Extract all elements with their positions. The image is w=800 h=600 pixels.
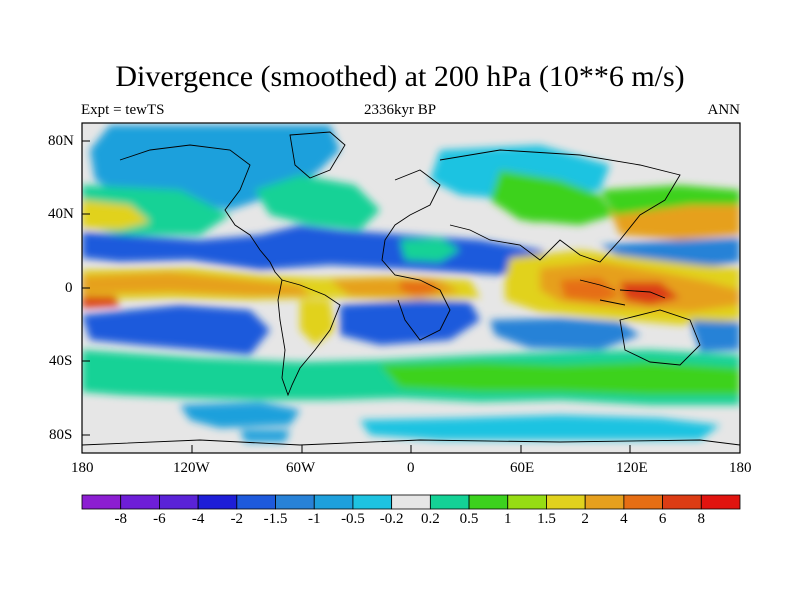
field-itcz-orange [82,272,310,296]
colorbar-swatch [352,494,393,510]
lon-label-120w: 120W [173,460,210,476]
coast-australia [619,309,701,366]
axis-ticks [81,140,741,453]
lon-label-60e: 60E [510,460,535,476]
colorbar-swatch [81,494,122,510]
lon-label-180e: 180 [729,460,752,476]
field-nh-subtropic-blue [82,225,560,275]
coast-antarctica [82,439,740,446]
colorbar-label: -6 [153,511,166,527]
coast-north-america [119,144,283,281]
colorbar-swatch [662,494,702,510]
colorbar-swatch [623,494,663,510]
colorbar-swatch [313,494,354,510]
colorbar-swatch [546,494,586,510]
colorbar-label: -4 [191,511,205,527]
lon-label-180w: 180 [71,460,94,476]
field-antarctic-cyan [180,402,300,428]
field-sh-pac-blue-e [690,320,740,352]
field-w-pac-red [82,296,120,308]
field-ind-green-cell [520,195,600,222]
lon-label-120e: 120E [616,460,648,476]
coastlines [82,131,740,446]
colorbar-label: 4 [620,511,628,527]
experiment-label: Expt = tewTS [81,102,165,118]
colorbar-label: -1 [307,511,321,527]
colorbar-swatch [584,494,625,510]
colorbar-swatch [120,494,160,510]
season-label: ANN [707,102,741,118]
colorbar-swatch [236,494,276,510]
colorbar-label: 1 [504,511,512,527]
time-label: 2336kyr BP [363,102,437,118]
colorbar-label: 1.5 [537,511,556,527]
colorbar-label: 2 [581,511,589,527]
lon-label-0: 0 [407,460,415,476]
colorbar-swatch [275,494,315,510]
lat-label-0: 0 [65,280,73,296]
field-sh-subtropic-blue [82,305,270,355]
colorbar-label: -2 [230,511,244,527]
field-s-america-green [300,300,335,345]
field-antarctic-cyan-w [240,430,290,442]
field-sh-green-inner [380,362,740,395]
coast-europe-africa [381,169,451,341]
lon-label-60w: 60W [286,460,316,476]
lat-label-40s: 40S [49,353,73,369]
colorbar-swatch [197,494,238,510]
coast-greenland [289,131,346,179]
field-n-yellow-wpac [600,185,740,215]
field-itcz-red-africa [400,280,440,296]
field-africa-green [400,238,460,262]
lat-label-80n: 80N [48,133,74,149]
colorbar-label: -1.5 [263,511,288,527]
colorbar-label: -0.2 [379,511,404,527]
colorbar-swatch [700,494,741,510]
colorbar-swatch [507,494,547,510]
colorbar [81,494,741,510]
field-wp-warm-pool-red [560,278,620,302]
field-antarctic-cyan-e [360,415,720,440]
colorbar-label: -8 [114,511,127,527]
coast-asia [439,149,681,263]
lat-label-40n: 40N [48,206,74,222]
colorbar-swatch [429,494,470,510]
coast-maritime-continent [579,279,666,306]
lat-label-80s: 80S [49,427,73,443]
field-n-yellow-pac [82,200,150,230]
field-layer [82,123,740,453]
colorbar-label: 0.5 [459,511,479,527]
colorbar-label: 6 [658,511,667,527]
map-title: Divergence (smoothed) at 200 hPa (10**6 … [115,60,685,93]
field-wp-warm-pool-red2 [620,282,680,305]
coast-south-america [277,279,341,397]
colorbar-swatch [159,494,199,510]
colorbar-label: -0.5 [341,511,365,527]
colorbar-label: 8 [697,511,706,527]
colorbar-label: 0.2 [420,511,440,527]
colorbar-swatch [468,494,509,510]
field-sh-ind-blue [490,318,640,350]
field-n-green-atl [255,175,380,230]
colorbar-swatch [391,494,431,510]
field-sh-atl-blue [340,300,480,345]
